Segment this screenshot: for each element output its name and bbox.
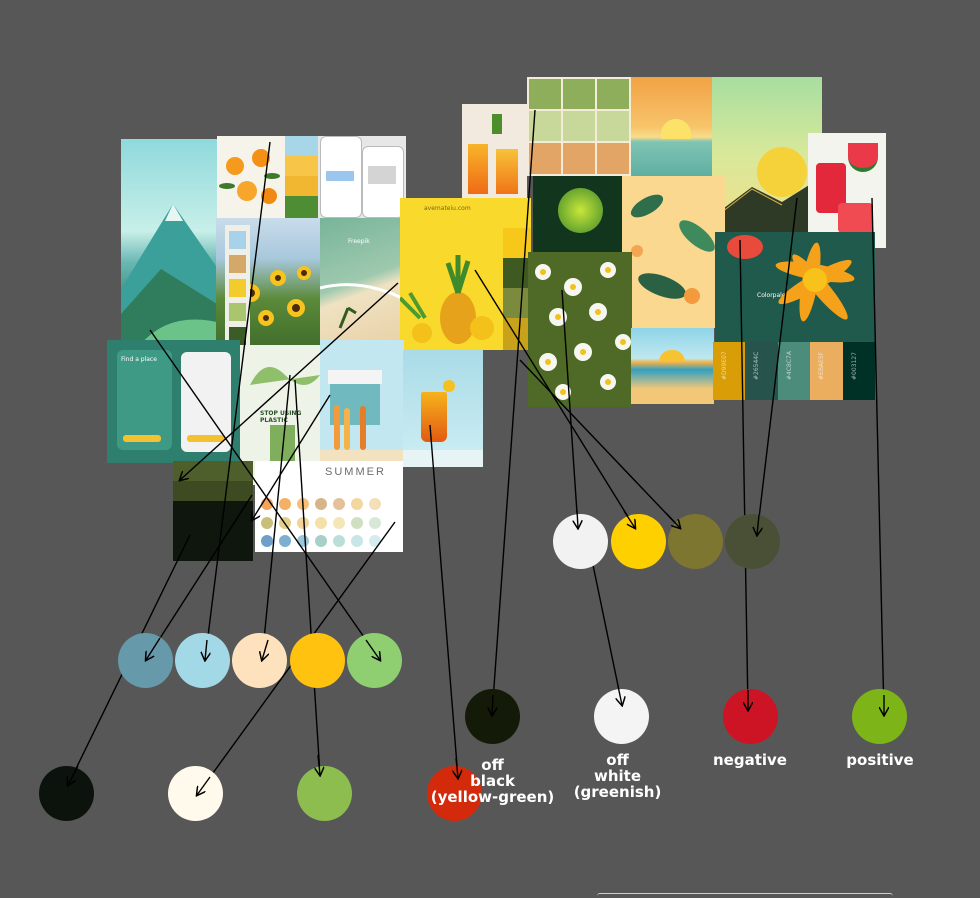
summer-text: SUMMER bbox=[325, 466, 386, 478]
sunset-image bbox=[631, 77, 713, 177]
tropical-drinks bbox=[462, 104, 527, 198]
plastic-text: STOP USING PLASTIC bbox=[260, 410, 302, 424]
label-off-white: off white (greenish) bbox=[573, 751, 662, 801]
forest-circle bbox=[533, 176, 625, 253]
arrow bbox=[294, 379, 320, 775]
arrow bbox=[592, 564, 622, 705]
arrow bbox=[146, 494, 253, 660]
beach-aerial: Freepik bbox=[320, 218, 402, 340]
hex-palette: #D99E07 #26544C #4C8C7A #EBAE5F #003127 bbox=[713, 342, 875, 400]
cocktail-image bbox=[403, 350, 483, 467]
arrow bbox=[757, 197, 798, 535]
summer-palette: SUMMER bbox=[255, 461, 403, 552]
beach-huts bbox=[320, 340, 404, 467]
phone-mockups bbox=[318, 136, 406, 218]
swatch-dark-olive bbox=[725, 514, 780, 569]
label-off-black: off black (yellow-green) bbox=[430, 756, 555, 806]
watermelon-drinks bbox=[808, 133, 886, 248]
arrow bbox=[561, 289, 578, 528]
arrow bbox=[429, 424, 458, 778]
swatch-yellow bbox=[611, 514, 666, 569]
freepik-text: Freepik bbox=[348, 238, 370, 245]
arrow bbox=[519, 359, 680, 528]
arrow bbox=[180, 282, 399, 480]
swatch-black bbox=[39, 766, 94, 821]
oranges-image bbox=[217, 136, 285, 218]
bottom-scrollbar[interactable] bbox=[597, 893, 893, 898]
swatch-negative bbox=[723, 689, 778, 744]
green-sun-landscape bbox=[712, 77, 822, 232]
landscape-grid bbox=[527, 77, 631, 176]
dark-palette-card bbox=[173, 461, 253, 561]
arrow bbox=[205, 141, 271, 660]
label-negative: negative bbox=[713, 751, 787, 769]
arrow bbox=[262, 374, 291, 660]
arrow bbox=[252, 394, 331, 520]
mountain-illustration bbox=[121, 139, 225, 344]
pineapple-palette bbox=[503, 198, 531, 350]
pineapple-poster: avemateiu.com bbox=[400, 198, 503, 350]
url-text: avemateiu.com bbox=[424, 205, 471, 212]
swatch-cream bbox=[168, 766, 223, 821]
leaf-pattern bbox=[622, 176, 725, 328]
beach-sunset bbox=[631, 328, 714, 404]
label-positive: positive bbox=[846, 751, 914, 769]
arrow bbox=[739, 239, 748, 710]
colorpalette-text: Colorpalette bbox=[757, 292, 794, 299]
arrow bbox=[474, 269, 635, 528]
palette-strip bbox=[285, 136, 318, 218]
swatch-sunflower bbox=[290, 633, 345, 688]
app-heading: Find a place bbox=[121, 356, 157, 363]
arrow bbox=[871, 197, 884, 715]
arrow bbox=[149, 329, 380, 660]
daisies-image bbox=[528, 252, 632, 407]
arrow bbox=[492, 109, 536, 715]
